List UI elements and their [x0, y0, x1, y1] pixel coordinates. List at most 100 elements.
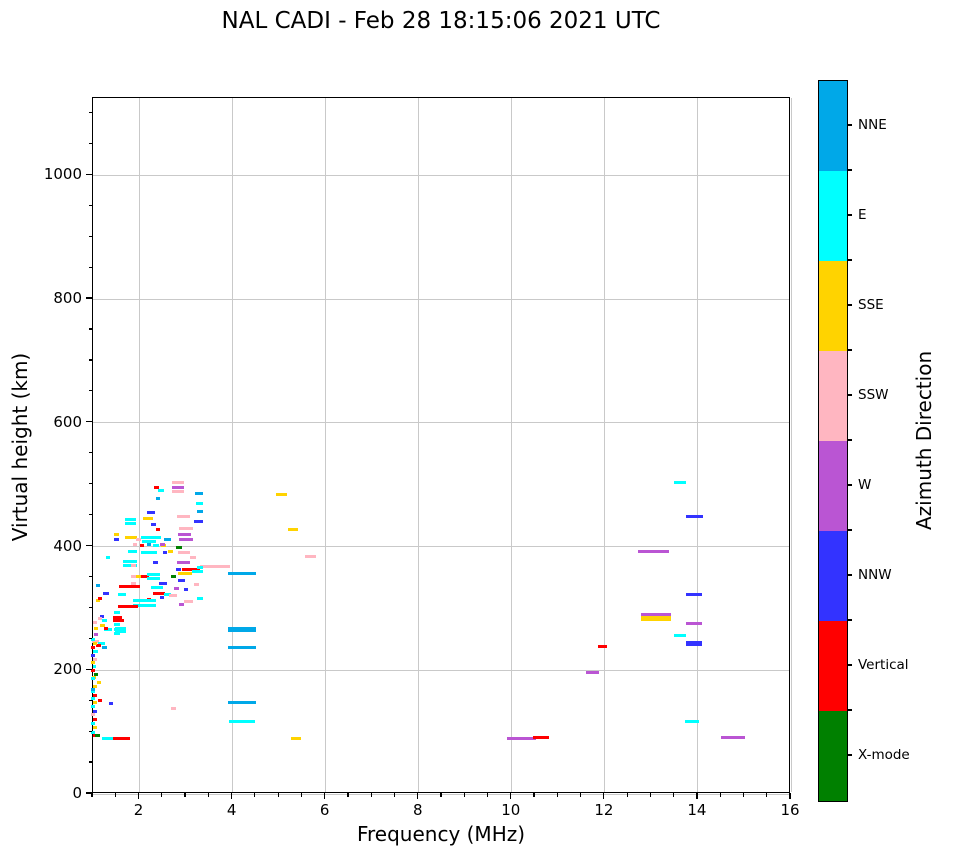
data-point [178, 571, 193, 575]
data-point [93, 621, 98, 625]
data-point [103, 626, 109, 630]
data-point [171, 485, 184, 489]
data-point [287, 527, 299, 531]
data-point [174, 587, 180, 591]
data-point [146, 573, 161, 577]
x-minor-tick [742, 793, 745, 797]
data-point [96, 644, 101, 648]
data-point [115, 630, 127, 634]
data-point [686, 593, 703, 597]
data-point [674, 481, 687, 485]
data-point [101, 619, 108, 623]
data-point [685, 515, 703, 519]
x-major-tick [417, 793, 419, 799]
data-point [90, 721, 96, 725]
colorbar-segment-nnw [819, 531, 847, 621]
y-gridline [93, 422, 789, 424]
y-gridline [93, 174, 789, 176]
data-point [99, 624, 105, 628]
colorbar-boundary-tick [847, 709, 852, 711]
data-point [196, 501, 203, 505]
colorbar-boundary-tick [847, 259, 852, 261]
y-minor-tick [88, 575, 92, 578]
y-gridline [93, 298, 789, 300]
data-point [125, 535, 138, 539]
x-minor-tick [277, 793, 279, 797]
data-point [181, 567, 200, 571]
y-minor-tick [88, 204, 92, 206]
x-tick-label: 16 [780, 801, 800, 819]
colorbar-center-tick [847, 664, 852, 666]
y-tick-label: 1000 [43, 165, 82, 184]
data-point [102, 645, 107, 649]
colorbar-boundary-tick [847, 529, 852, 531]
x-minor-tick [184, 793, 186, 797]
x-major-tick [324, 793, 326, 799]
x-gridline [232, 98, 234, 792]
colorbar-boundary-tick [847, 619, 852, 621]
colorbar-label-sse: SSE [858, 297, 884, 313]
data-point [686, 641, 703, 647]
y-tick-label: 0 [72, 784, 82, 802]
y-minor-tick [88, 452, 92, 454]
data-point [183, 588, 189, 592]
data-point [123, 559, 138, 563]
colorbar-segment-nne [819, 81, 847, 171]
x-major-tick [789, 793, 791, 799]
data-point [131, 574, 136, 578]
colorbar-label-w: W [858, 477, 872, 493]
colorbar-center-tick [847, 214, 852, 216]
y-tick-label: 800 [53, 289, 82, 308]
data-point [183, 600, 194, 604]
x-minor-tick [300, 793, 302, 797]
data-point [140, 551, 157, 555]
data-point [171, 489, 184, 493]
data-point [113, 533, 119, 537]
y-minor-tick [88, 111, 92, 114]
data-point [193, 583, 199, 587]
y-minor-tick [88, 359, 92, 361]
data-point [162, 551, 168, 555]
data-point [97, 681, 101, 685]
colorbar-boundary-tick [847, 169, 852, 171]
data-point [124, 522, 136, 526]
data-point [93, 717, 97, 721]
data-point [176, 545, 182, 549]
data-point [132, 542, 138, 546]
data-point [227, 572, 256, 576]
x-minor-tick [626, 793, 628, 797]
data-point [146, 577, 161, 581]
data-point [132, 603, 156, 607]
data-point [114, 622, 120, 626]
data-point [720, 736, 745, 740]
data-point [641, 613, 671, 617]
data-point [131, 582, 136, 586]
x-tick-label: 14 [687, 801, 707, 819]
data-point [147, 511, 155, 514]
data-point [151, 522, 156, 526]
data-point [674, 634, 687, 638]
data-point [141, 574, 149, 578]
data-point [114, 611, 120, 615]
data-point [91, 646, 95, 650]
colorbar-label-nnw: NNW [858, 567, 892, 583]
data-point [178, 603, 185, 607]
data-point [160, 542, 166, 546]
data-point [227, 700, 256, 704]
y-minor-tick [88, 514, 92, 516]
x-tick-label: 2 [133, 801, 144, 819]
data-point [91, 640, 100, 644]
colorbar-boundary-tick [847, 439, 852, 441]
data-point [179, 527, 194, 531]
x-major-tick [510, 793, 512, 799]
data-point [90, 677, 96, 681]
data-point [155, 527, 161, 531]
data-point [103, 592, 109, 596]
colorbar-segment-e [819, 171, 847, 261]
data-point [90, 689, 96, 693]
data-point [92, 665, 97, 669]
data-point [196, 597, 204, 600]
x-major-tick [603, 793, 605, 799]
y-major-tick [86, 792, 92, 794]
data-point [158, 488, 164, 492]
